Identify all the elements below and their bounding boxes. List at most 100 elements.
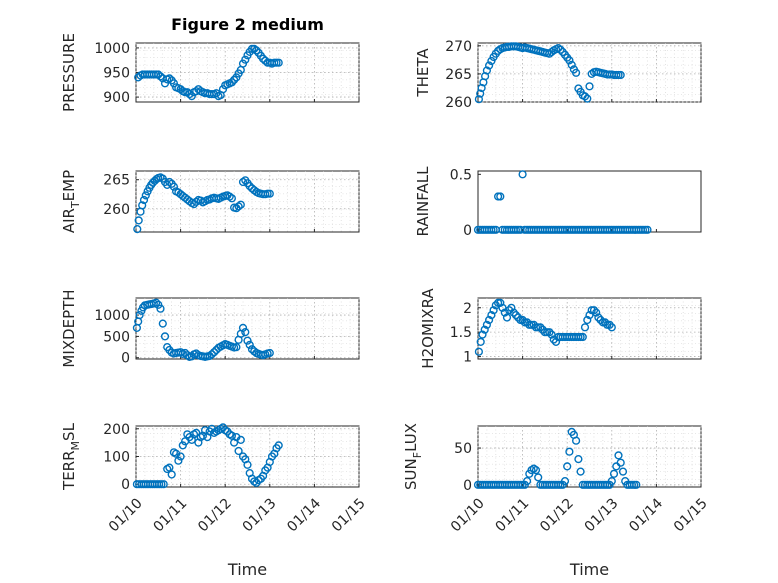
subplot-pressure: 900 950 1000 PRESSURE Figure 2 medium xyxy=(60,15,360,112)
data-point xyxy=(165,463,174,472)
data-point xyxy=(167,470,176,479)
y-tick-label: 0.5 xyxy=(450,167,472,183)
data-point xyxy=(165,177,174,187)
y-axis-label: TERRMSL xyxy=(60,422,82,491)
data-point xyxy=(274,441,283,450)
data-point xyxy=(274,58,283,67)
data-point xyxy=(156,72,165,81)
data-point xyxy=(618,467,628,476)
data-point xyxy=(192,349,201,358)
data-point xyxy=(556,45,565,54)
data-point xyxy=(227,78,237,87)
data-point xyxy=(234,202,243,211)
y-tick-label: 50 xyxy=(454,441,472,457)
data-point xyxy=(496,298,505,308)
y-tick-label: 265 xyxy=(103,173,130,189)
data-point xyxy=(236,435,245,445)
data-point xyxy=(261,56,270,65)
y-axis-label: SUNFLUX xyxy=(402,423,424,490)
data-point xyxy=(482,66,492,75)
y-tick-label: 0 xyxy=(463,478,472,494)
data-point xyxy=(174,456,183,465)
x-tick-label: 01/10 xyxy=(448,495,488,535)
y-tick-label: 950 xyxy=(103,66,130,82)
y-tick-label: 1 xyxy=(463,350,472,366)
data-point xyxy=(632,480,641,489)
data-point xyxy=(571,68,581,77)
y-axis-label: THETA xyxy=(414,48,432,98)
y-tick-label: 265 xyxy=(445,67,472,83)
data-point xyxy=(245,182,254,191)
data-point xyxy=(587,306,596,315)
data-point xyxy=(502,313,512,322)
data-point xyxy=(571,436,581,445)
data-point xyxy=(585,311,594,320)
data-point xyxy=(476,89,485,98)
y-tick-label: 260 xyxy=(445,95,472,111)
data-point xyxy=(522,477,532,486)
y-tick-label: 1.5 xyxy=(450,325,472,341)
x-tick-label: 01/12 xyxy=(195,495,235,535)
data-point xyxy=(560,477,570,486)
data-point xyxy=(594,313,603,322)
data-point xyxy=(139,303,148,312)
data-point xyxy=(578,332,587,342)
x-tick-label: 01/15 xyxy=(329,495,369,535)
data-point xyxy=(496,192,505,201)
y-axis-label: MIXDEPTH xyxy=(60,289,78,367)
data-point xyxy=(135,311,144,320)
data-point xyxy=(478,330,487,339)
data-point xyxy=(159,480,168,489)
data-point xyxy=(616,70,625,80)
data-point xyxy=(133,225,142,234)
x-tick-label: 01/10 xyxy=(106,495,146,535)
data-point xyxy=(238,323,248,333)
y-tick-label: 900 xyxy=(103,90,130,106)
data-point xyxy=(585,82,594,91)
data-point xyxy=(189,200,199,209)
data-point xyxy=(563,462,572,471)
x-axis-label: Time xyxy=(569,560,609,579)
data-point xyxy=(176,452,185,461)
data-point xyxy=(158,319,167,328)
data-point xyxy=(265,348,274,358)
data-point xyxy=(230,75,239,85)
y-tick-label: 0 xyxy=(463,223,472,239)
series-MIXDEPTH xyxy=(132,298,274,362)
data-point xyxy=(157,480,166,489)
data-point xyxy=(534,473,543,482)
series-PRESSURE xyxy=(134,44,283,101)
data-point xyxy=(518,315,527,325)
data-point xyxy=(605,320,614,329)
y-tick-label: 2 xyxy=(463,301,472,317)
y-tick-label: 100 xyxy=(103,450,130,466)
data-point xyxy=(580,92,590,101)
y-tick-label: 260 xyxy=(103,202,130,218)
data-point xyxy=(141,191,150,200)
data-point xyxy=(505,306,514,315)
series-AIR_TEMP xyxy=(133,173,274,234)
data-point xyxy=(576,467,585,476)
data-point xyxy=(500,308,509,317)
data-point xyxy=(241,55,250,64)
data-point xyxy=(511,311,521,320)
data-point xyxy=(156,304,165,313)
data-point xyxy=(527,320,536,329)
data-point xyxy=(509,308,518,317)
x-tick-label: 01/15 xyxy=(671,495,711,535)
data-point xyxy=(513,313,523,322)
data-point xyxy=(243,336,252,345)
data-point xyxy=(225,192,234,201)
x-tick-label: 01/14 xyxy=(284,495,324,535)
data-point xyxy=(474,347,484,356)
data-point xyxy=(485,61,494,70)
data-point xyxy=(185,89,194,99)
data-point xyxy=(192,428,201,438)
data-point xyxy=(507,303,516,312)
series-THETA xyxy=(474,42,625,104)
data-point xyxy=(176,348,185,357)
data-point xyxy=(614,451,623,460)
data-point xyxy=(538,325,547,334)
data-point xyxy=(474,95,484,104)
